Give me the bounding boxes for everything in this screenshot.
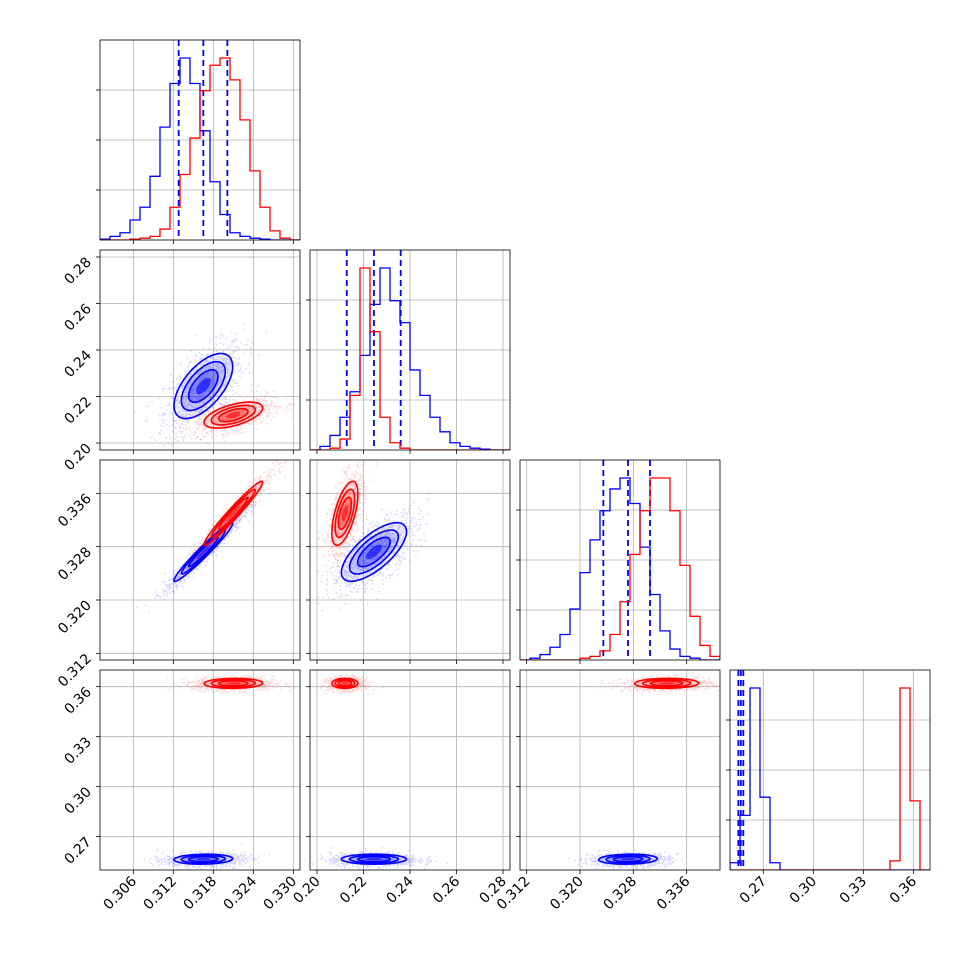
x-tick-label: 0.336 <box>654 873 694 913</box>
panel-content <box>100 460 300 660</box>
histogram-series-0 <box>520 477 720 660</box>
contour-series-1 <box>226 682 241 685</box>
panel-content <box>310 460 510 660</box>
histogram-series-0 <box>730 687 930 870</box>
contour-series-0 <box>620 857 636 861</box>
y-tick-label: 0.328 <box>55 544 95 584</box>
panel-frame <box>519 669 721 871</box>
scatter-points-series-1 <box>317 460 378 577</box>
contour-series-1 <box>226 505 241 522</box>
y-tick-label: 0.336 <box>55 491 95 531</box>
contour-series-1 <box>341 505 349 522</box>
panel-2-0: 0.312 0.320 0.328 0.336 <box>55 459 301 691</box>
panel-1-1 <box>306 249 511 454</box>
x-tick-label: 0.24 <box>383 873 416 906</box>
x-tick-label: 0.306 <box>100 873 140 913</box>
panel-3-0: 0.306 0.312 0.318 0.324 0.3300.270.300.330.3… <box>61 669 301 914</box>
contour-series-1 <box>226 411 241 419</box>
x-tick-label: 0.26 <box>430 873 463 906</box>
x-tick-label: 0.312 <box>140 874 180 914</box>
panel-2-1 <box>306 459 511 664</box>
contour-series-0 <box>365 857 383 861</box>
panel-frame <box>99 669 301 871</box>
contour-series-0 <box>196 857 211 861</box>
x-tick-label: 0.22 <box>337 874 370 907</box>
histogram-series-1 <box>730 687 930 870</box>
x-tick-label: 0.328 <box>600 874 640 914</box>
histogram-series-0 <box>310 267 510 450</box>
panel-1-0: 0.20 0.22 0.24 0.26 0.28 <box>61 249 301 474</box>
x-tick-label: 0.33 <box>837 874 870 907</box>
y-tick-label: 0.320 <box>55 598 95 638</box>
panel-content <box>520 460 720 660</box>
panel-content <box>520 670 720 870</box>
panel-frame <box>99 459 301 661</box>
y-tick-label: 0.24 <box>61 347 94 380</box>
contour-series-1 <box>658 682 675 685</box>
x-tick-label: 0.36 <box>887 873 920 906</box>
histogram-series-1 <box>100 57 300 240</box>
contour-series-0 <box>196 544 211 560</box>
x-tick-label: 0.320 <box>547 874 587 914</box>
panel-content <box>310 670 510 870</box>
panel-content <box>100 670 300 870</box>
y-tick-label: 0.312 <box>55 651 95 691</box>
panel-3-1: 0.20 0.22 0.24 0.26 0.28 <box>290 669 511 907</box>
y-tick-label: 0.30 <box>61 784 94 817</box>
contour-series-0 <box>365 544 383 560</box>
panel-content <box>100 250 300 450</box>
panel-0-0 <box>96 39 301 244</box>
y-tick-label: 0.20 <box>61 441 94 474</box>
panel-content <box>100 40 300 240</box>
x-tick-label: 0.318 <box>180 874 220 914</box>
x-tick-label: 0.324 <box>220 873 260 913</box>
y-tick-label: 0.33 <box>61 734 94 767</box>
panel-3-3: 0.27 0.30 0.33 0.36 <box>726 669 931 907</box>
panel-2-2 <box>516 459 721 664</box>
y-tick-label: 0.22 <box>61 394 94 427</box>
histogram-series-0 <box>100 57 300 240</box>
contour-series-1 <box>341 682 349 685</box>
contour-series-0 <box>196 377 211 395</box>
x-tick-label: 0.20 <box>290 874 323 907</box>
y-tick-label: 0.28 <box>61 254 94 287</box>
y-tick-label: 0.27 <box>61 834 94 867</box>
panel-content <box>730 670 930 870</box>
panel-3-2: 0.312 0.320 0.328 0.336 <box>494 669 721 914</box>
histogram-series-1 <box>310 267 510 450</box>
panel-content <box>310 250 510 450</box>
x-tick-label: 0.30 <box>787 874 820 907</box>
x-tick-label: 0.27 <box>737 874 770 907</box>
y-tick-label: 0.26 <box>61 301 94 334</box>
histogram-series-1 <box>520 477 720 660</box>
